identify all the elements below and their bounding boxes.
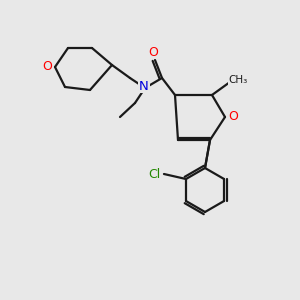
Text: Cl: Cl xyxy=(148,167,160,181)
Text: N: N xyxy=(139,80,149,92)
Text: O: O xyxy=(148,46,158,59)
Text: CH₃: CH₃ xyxy=(228,75,248,85)
Text: O: O xyxy=(42,61,52,74)
Text: O: O xyxy=(228,110,238,124)
